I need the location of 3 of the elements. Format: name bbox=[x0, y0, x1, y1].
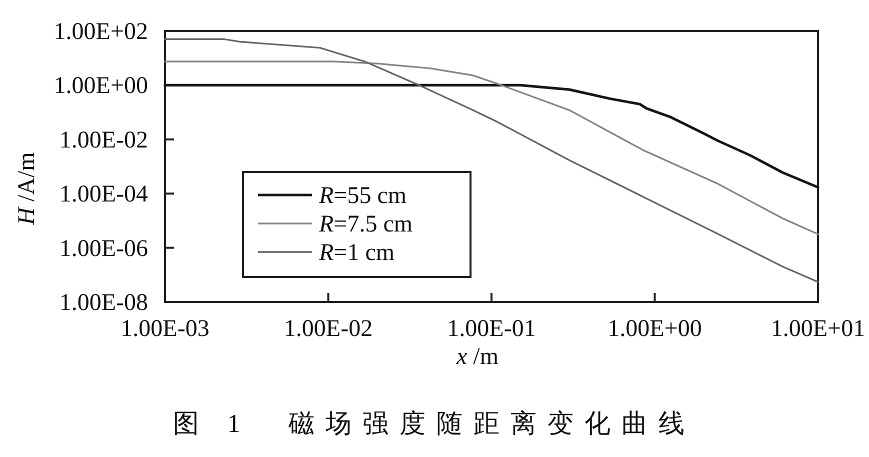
y-axis-title: H /A/m bbox=[14, 152, 40, 225]
x-axis-title: x /m bbox=[456, 344, 498, 370]
caption: 图 1 磁场强度随距离变化曲线 bbox=[172, 409, 696, 438]
